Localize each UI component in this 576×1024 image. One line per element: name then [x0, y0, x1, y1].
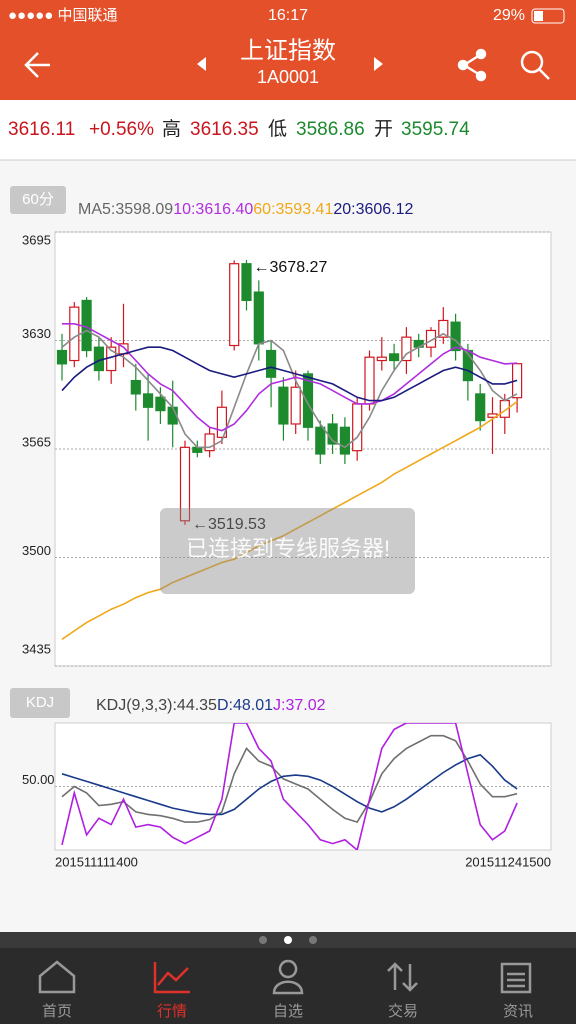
- market-icon[interactable]: [153, 962, 190, 994]
- legend-entry: MA5:3598.09: [78, 201, 173, 218]
- candle-body: [278, 386, 289, 425]
- tab-label[interactable]: 首页: [42, 1003, 72, 1020]
- line-series: [61, 734, 518, 824]
- indicator-label: KDJ: [26, 694, 54, 711]
- quote-bg: [0, 100, 576, 160]
- candle-body: [179, 446, 191, 522]
- search-button[interactable]: [520, 50, 550, 80]
- candle-body: [339, 426, 350, 455]
- watch-icon[interactable]: [272, 959, 304, 995]
- legend-entry: KDJ(9,3,3):44.35: [96, 697, 217, 714]
- line-series: [62, 323, 518, 432]
- trade-icon[interactable]: [387, 962, 418, 992]
- battery-icon: [531, 8, 565, 24]
- time: 16:17: [268, 7, 308, 24]
- period-label: 60分: [22, 191, 54, 208]
- legend-entry: 10:3616.40: [173, 201, 253, 218]
- battery: 29%: [493, 7, 525, 24]
- home-icon[interactable]: [38, 960, 76, 994]
- y-tick-label: 3630: [22, 326, 51, 341]
- annotation: ←3678.27: [254, 259, 328, 276]
- high-label: 高: [162, 118, 181, 140]
- tab-label[interactable]: 行情: [157, 1003, 187, 1020]
- toast-bg: [160, 508, 415, 594]
- line-series: [61, 723, 518, 850]
- candle-body: [204, 433, 215, 452]
- period-button[interactable]: [10, 186, 66, 214]
- candle-body: [352, 403, 363, 452]
- carrier: ●●●●● 中国联通: [8, 7, 117, 24]
- chart-layer: 3435 3500 3565 3630 3695 ←3678.27 ←3519.53 MA5:…: [22, 201, 551, 869]
- candle-body: [253, 291, 264, 345]
- y-tick-label: 3500: [22, 543, 51, 558]
- candle-body: [266, 349, 277, 378]
- code: 1A0001: [257, 67, 319, 87]
- open: 3595.74: [401, 119, 470, 140]
- legend-entry: J:37.02: [273, 697, 326, 714]
- candle-body: [389, 353, 400, 362]
- y-tick-label: 3565: [22, 434, 51, 449]
- change: +0.56%: [89, 119, 154, 140]
- y-tick-label: 50.00: [22, 772, 55, 787]
- page-dot[interactable]: [309, 936, 317, 944]
- candle-body: [143, 393, 154, 408]
- title: 上证指数: [240, 37, 336, 64]
- price: 3616.11: [8, 119, 75, 140]
- candle-body: [155, 396, 166, 412]
- battery-level: [534, 11, 543, 21]
- legend-entry: 20:3606.12: [333, 201, 413, 218]
- page-dot[interactable]: [259, 936, 267, 944]
- low-label: 低: [268, 118, 287, 140]
- candle-body: [56, 349, 68, 365]
- prev-button[interactable]: [197, 57, 206, 71]
- line-series: [61, 346, 518, 402]
- x-tick-label: 201511241500: [465, 854, 551, 869]
- candle-body: [438, 319, 449, 338]
- indicator-button[interactable]: [10, 688, 70, 718]
- y-tick-label: 3695: [22, 232, 51, 247]
- toast-text: 已连接到专线服务器!: [186, 536, 390, 561]
- next-button[interactable]: [374, 57, 383, 71]
- tab-label[interactable]: 资讯: [503, 1003, 533, 1020]
- news-icon[interactable]: [500, 962, 532, 994]
- tab-label[interactable]: 自选: [273, 1003, 303, 1020]
- line-series: [61, 753, 518, 816]
- back-button[interactable]: [24, 52, 50, 78]
- tab-bar: [0, 948, 576, 1024]
- candle-body: [229, 263, 240, 347]
- candle-body: [450, 321, 461, 352]
- candle-body: [130, 379, 141, 395]
- share-button[interactable]: [457, 48, 487, 82]
- line-series: [61, 400, 518, 640]
- open-label: 开: [374, 119, 393, 140]
- y-tick-label: 3435: [22, 641, 51, 656]
- x-tick-label: 201511111400: [55, 854, 138, 869]
- candle-body: [290, 386, 301, 425]
- page-dot[interactable]: [284, 936, 292, 944]
- annotation: ←3519.53: [192, 516, 266, 533]
- legend-entry: 60:3593.41: [253, 201, 333, 218]
- tab-label[interactable]: 交易: [388, 1002, 418, 1020]
- candle-body: [475, 393, 486, 422]
- candle-body: [69, 306, 80, 362]
- candle-body: [241, 263, 252, 302]
- line-series: [61, 329, 518, 449]
- low: 3586.86: [296, 119, 365, 140]
- high: 3616.35: [190, 119, 259, 140]
- candle-body: [302, 373, 314, 428]
- candle-body: [376, 356, 387, 362]
- candle-body: [364, 356, 375, 405]
- candle-body: [315, 426, 326, 455]
- toast: 已连接到专线服务器!: [160, 508, 415, 594]
- legend-entry: D:48.01: [217, 697, 273, 714]
- candle-body: [401, 336, 412, 362]
- candle-body: [216, 406, 227, 438]
